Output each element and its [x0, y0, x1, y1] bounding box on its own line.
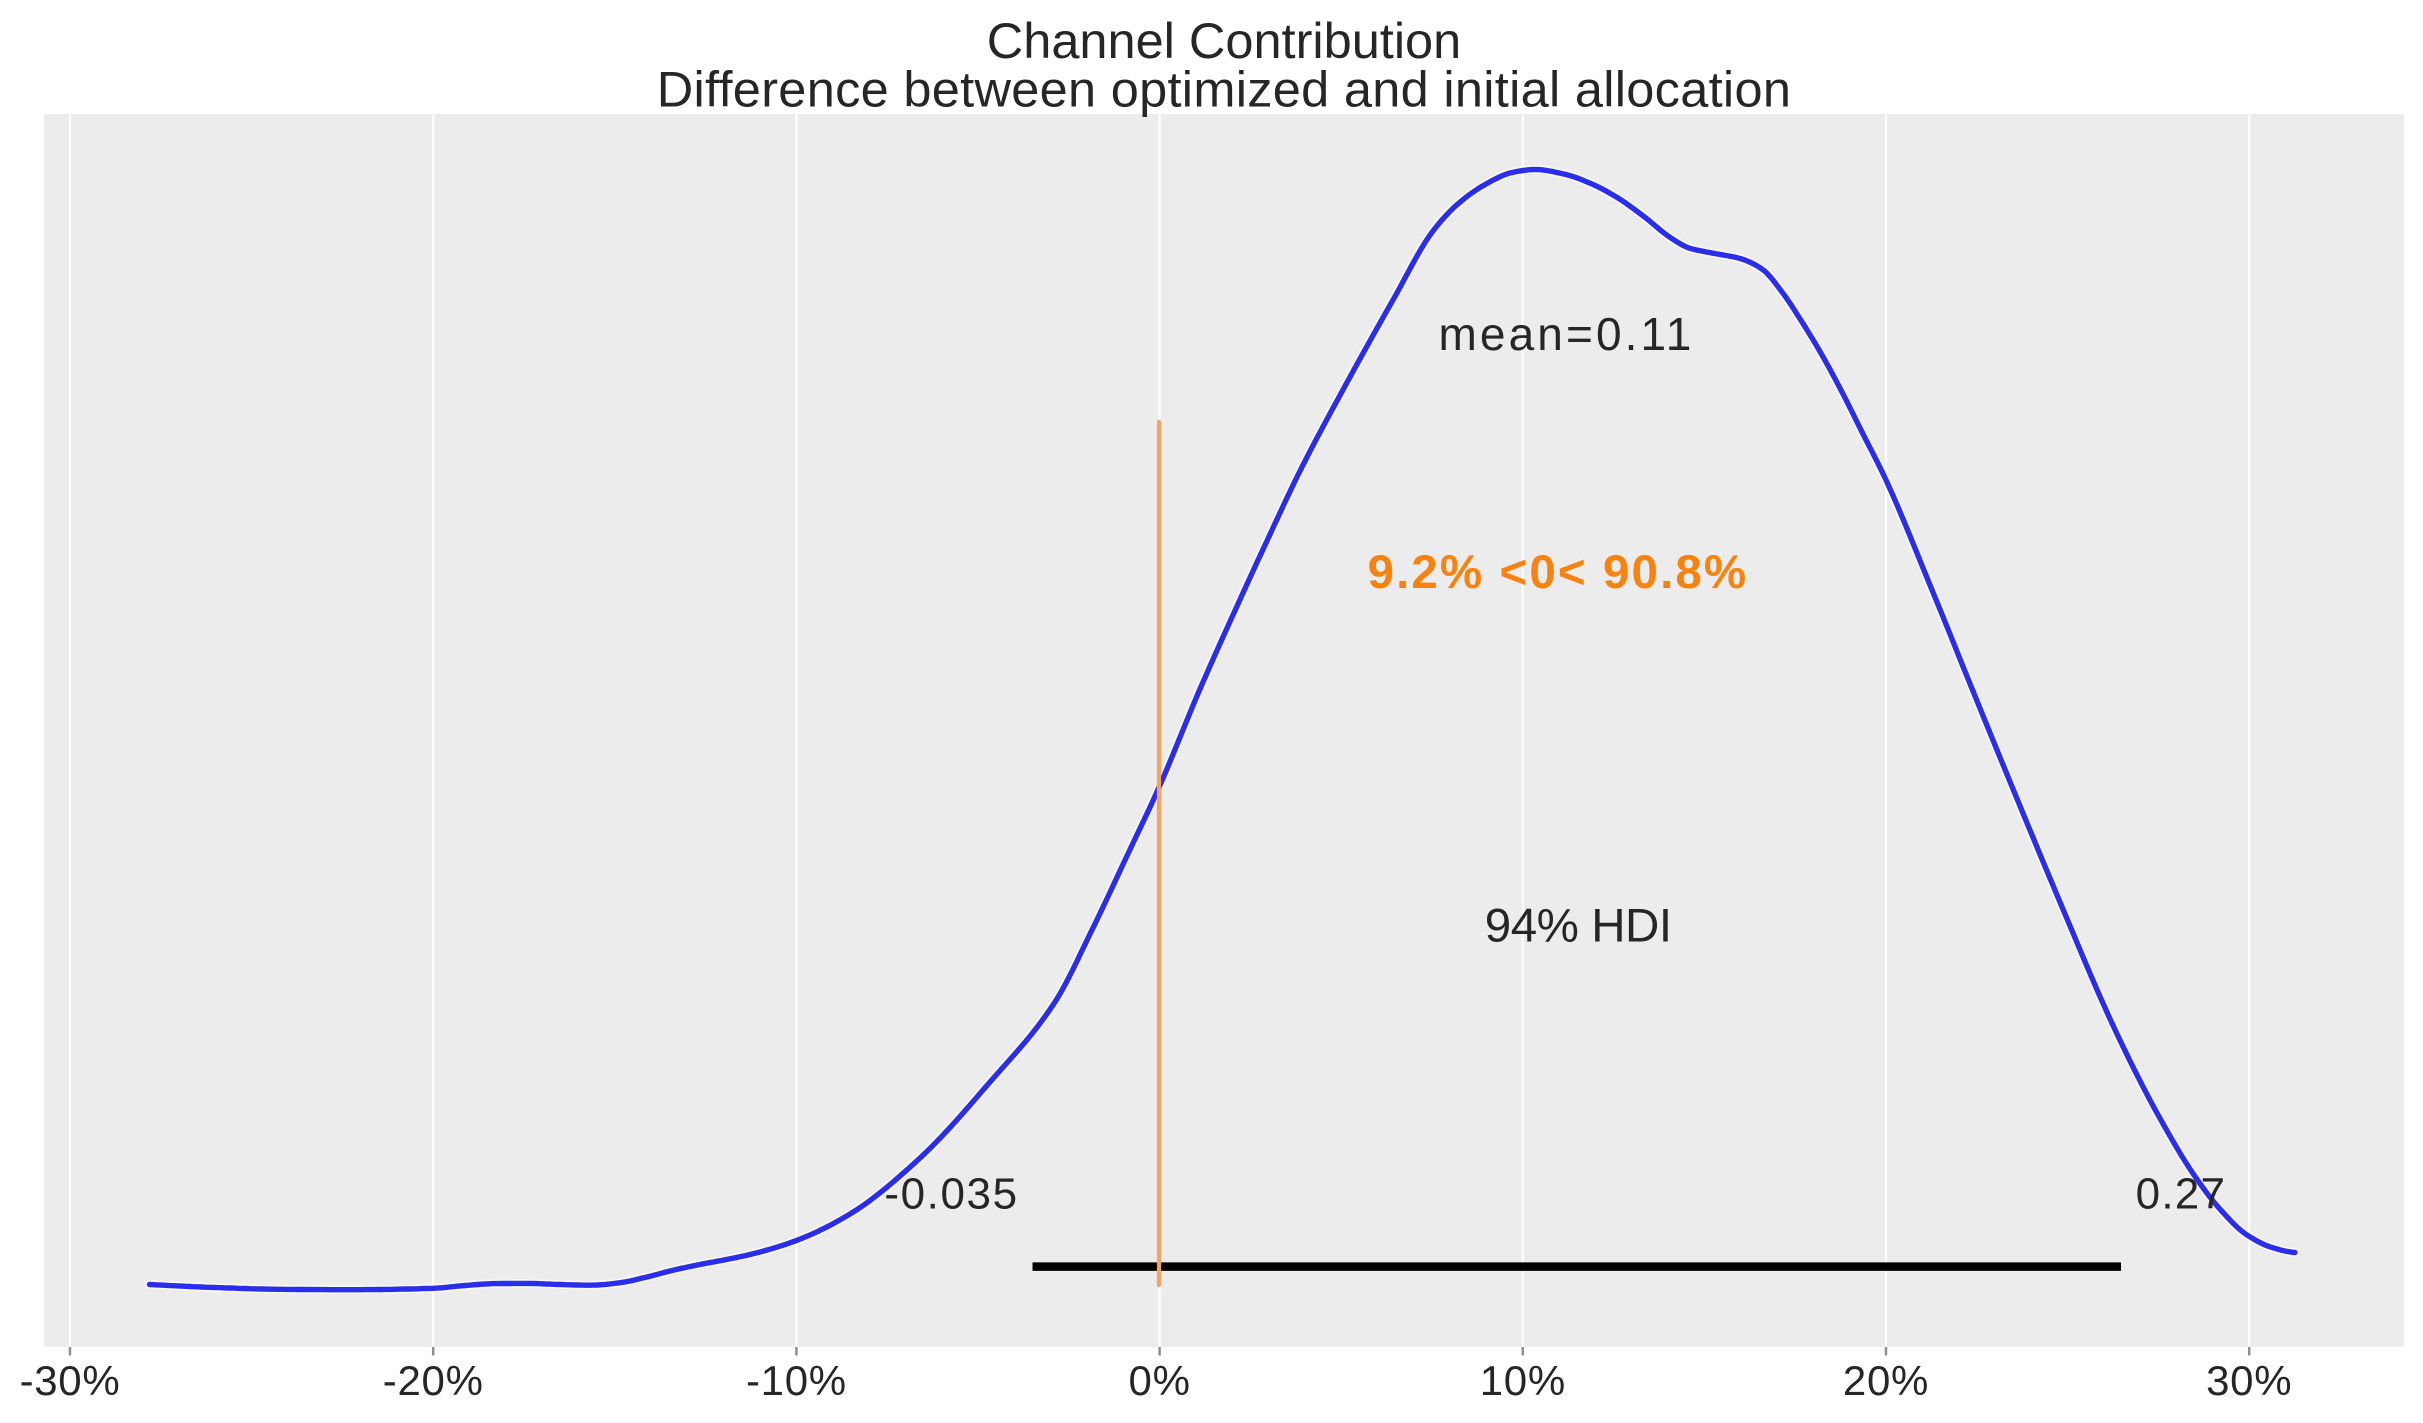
svg-text:10%: 10% — [1480, 1357, 1566, 1404]
svg-text:mean=0.11: mean=0.11 — [1439, 308, 1695, 360]
svg-text:9.2% <0< 90.8%: 9.2% <0< 90.8% — [1368, 546, 1749, 599]
svg-text:Channel Contribution: Channel Contribution — [987, 12, 1461, 69]
svg-text:20%: 20% — [1843, 1357, 1929, 1404]
svg-text:30%: 30% — [2206, 1357, 2292, 1404]
svg-text:0%: 0% — [1129, 1357, 1191, 1404]
svg-text:-20%: -20% — [383, 1357, 484, 1404]
svg-text:-10%: -10% — [746, 1357, 847, 1404]
svg-text:-30%: -30% — [20, 1357, 121, 1404]
svg-text:Difference between optimized a: Difference between optimized and initial… — [657, 61, 1791, 118]
svg-text:0.27: 0.27 — [2136, 1170, 2226, 1219]
svg-text:-0.035: -0.035 — [884, 1170, 1018, 1219]
svg-text:94% HDI: 94% HDI — [1485, 900, 1672, 953]
